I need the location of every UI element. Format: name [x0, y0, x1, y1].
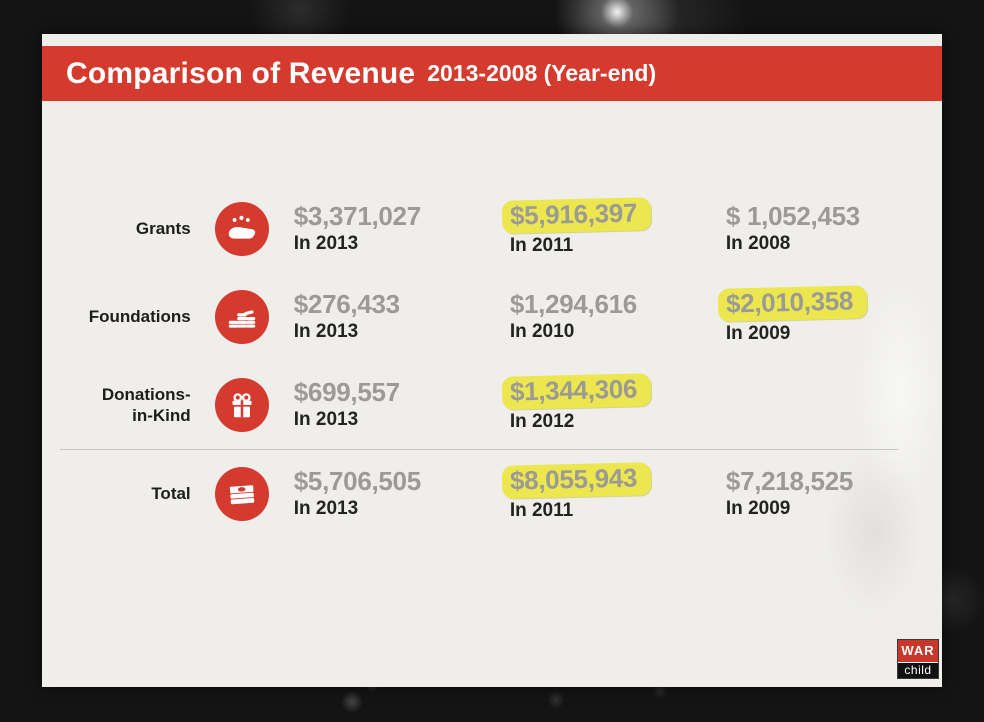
- revenue-row-donations-in-kind: Donations- in-Kind $699,557 In 2013: [42, 361, 942, 449]
- revenue-value: $699,557: [293, 376, 400, 407]
- logo-child-text: child: [898, 663, 938, 678]
- value-cell: $5,706,505 In 2013: [293, 465, 510, 520]
- revenue-value: $5,706,505: [293, 465, 421, 496]
- divider-line: [60, 449, 898, 450]
- page-subtitle: 2013-2008 (Year-end): [427, 60, 657, 86]
- hand-sowing-seeds-icon: [215, 202, 270, 256]
- banknotes-icon: [215, 467, 270, 521]
- revenue-row-foundations: Foundations: [42, 273, 942, 361]
- revenue-row-grants: Grants $3,371,027 In 2013 $5,916,397 In …: [42, 185, 942, 273]
- revenue-year: In 2013: [293, 409, 359, 431]
- value-cell: $7,218,525 In 2009: [725, 465, 942, 520]
- revenue-year: In 2012: [509, 411, 575, 433]
- value-cell: $276,433 In 2013: [293, 288, 510, 343]
- revenue-value: $2,010,358: [717, 285, 868, 322]
- header-bar: Comparison of Revenue 2013-2008 (Year-en…: [42, 46, 942, 101]
- revenue-year: In 2013: [293, 321, 359, 343]
- revenue-year: In 2009: [725, 498, 791, 520]
- row-icon-wrap: [191, 202, 294, 256]
- value-cell: $1,294,616 In 2010: [509, 288, 726, 343]
- coin-stacks-icon: [215, 290, 270, 344]
- revenue-year: In 2013: [293, 233, 359, 255]
- logo-war-text: WAR: [898, 640, 938, 663]
- revenue-row-total: Total $5,706,505 In 2013: [42, 450, 942, 538]
- revenue-year: In 2011: [509, 235, 574, 257]
- revenue-value: $7,218,525: [725, 465, 854, 496]
- revenue-table: Grants $3,371,027 In 2013 $5,916,397 In …: [42, 101, 942, 538]
- revenue-year: In 2009: [725, 323, 791, 345]
- row-icon-wrap: [191, 467, 294, 521]
- revenue-value: $8,055,943: [501, 462, 652, 499]
- row-label: Grants: [135, 219, 191, 239]
- revenue-value: $5,916,397: [501, 197, 652, 234]
- value-cell: $8,055,943 In 2011: [501, 462, 726, 522]
- war-child-logo: WAR child: [897, 639, 939, 679]
- revenue-value: $1,294,616: [509, 288, 637, 319]
- value-cell: $5,916,397 In 2011: [501, 197, 726, 257]
- value-cell: $1,344,306 In 2012: [501, 373, 726, 433]
- page-title: Comparison of Revenue: [66, 56, 416, 90]
- revenue-value: $ 1,052,453: [725, 200, 860, 231]
- revenue-value: $3,371,027: [293, 200, 421, 231]
- row-icon-wrap: [191, 290, 294, 344]
- revenue-year: In 2011: [509, 500, 574, 522]
- value-cell: $699,557 In 2013: [293, 376, 510, 431]
- row-label: Donations- in-Kind: [101, 384, 191, 425]
- value-cell: $3,371,027 In 2013: [293, 200, 510, 255]
- presentation-slide: Comparison of Revenue 2013-2008 (Year-en…: [42, 34, 942, 687]
- row-icon-wrap: [191, 378, 294, 432]
- row-label: Foundations: [88, 307, 191, 327]
- revenue-year: In 2013: [293, 498, 359, 520]
- revenue-value: $1,344,306: [501, 373, 652, 410]
- value-cell: $2,010,358 In 2009: [717, 285, 942, 345]
- revenue-value: $276,433: [293, 288, 400, 319]
- row-label: Total: [151, 484, 191, 504]
- revenue-year: In 2008: [725, 233, 791, 255]
- revenue-year: In 2010: [509, 321, 575, 343]
- gift-box-icon: [215, 378, 270, 432]
- value-cell: $ 1,052,453 In 2008: [725, 200, 942, 255]
